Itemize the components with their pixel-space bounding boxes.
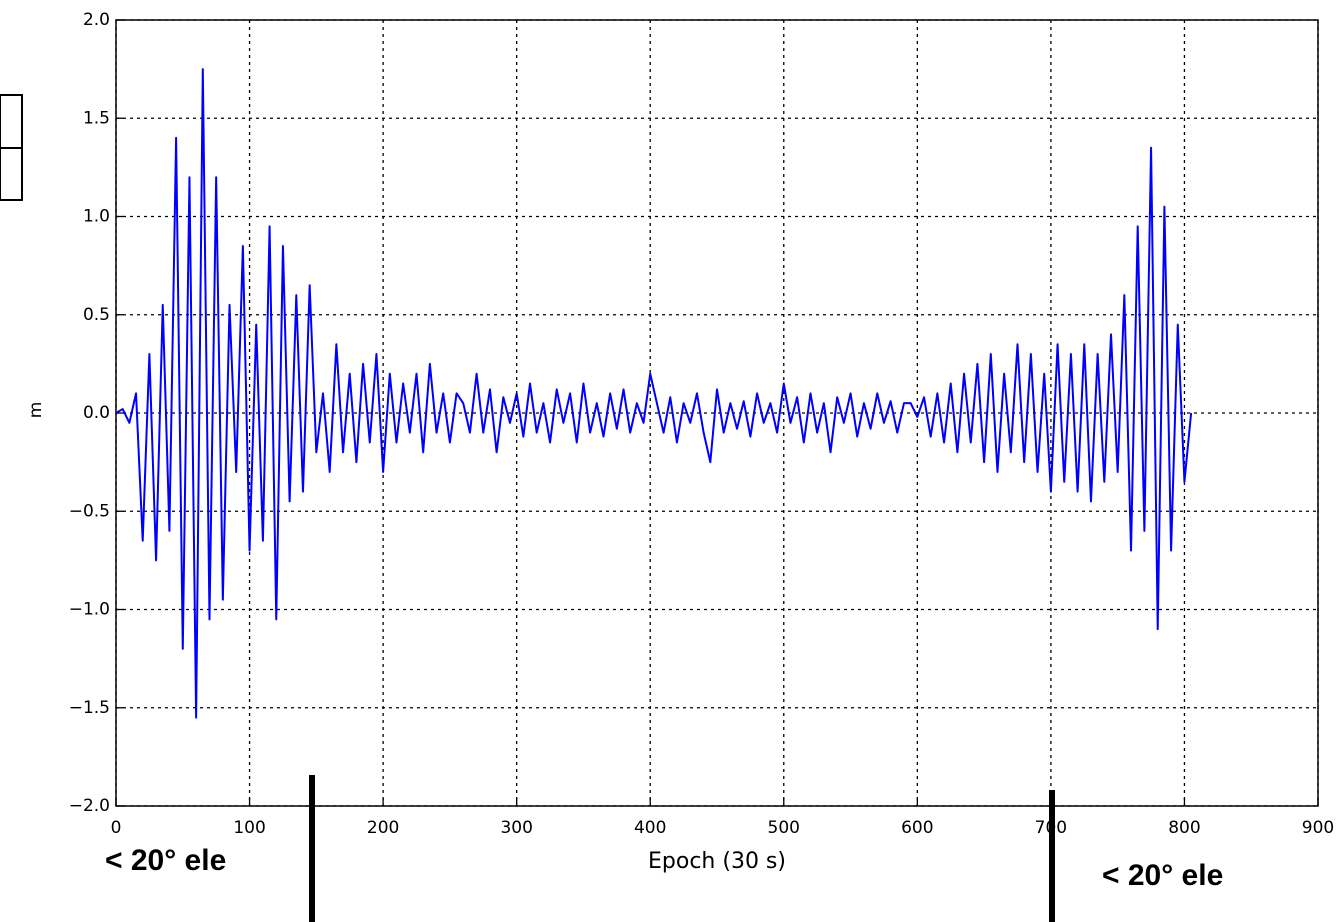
x-tick-label: 0 (111, 818, 122, 838)
x-tick-label: 800 (1168, 818, 1200, 838)
y-tick-label: −1.5 (69, 698, 110, 718)
y-tick-label: 1.0 (83, 207, 110, 227)
y-tick-label: −2.0 (69, 796, 110, 816)
x-tick-label: 700 (1035, 818, 1067, 838)
y-tick-label: 1.5 (83, 108, 110, 128)
x-tick-label: 300 (500, 818, 532, 838)
x-tick-label: 100 (233, 818, 265, 838)
data-line (115, 68, 1193, 719)
y-axis-label: m (26, 402, 46, 419)
x-tick-label: 500 (768, 818, 800, 838)
x-axis-label: Epoch (30 s) (648, 849, 786, 874)
y-tick-label: −1.0 (69, 600, 110, 620)
y-tick-label: 2.0 (83, 10, 110, 30)
y-tick-label: 0.5 (83, 305, 110, 325)
annotation: < 20° ele (1102, 859, 1223, 892)
x-tick-label: 200 (367, 818, 399, 838)
y-tick-label: −0.5 (69, 501, 110, 521)
annotation: < 20° ele (105, 844, 226, 877)
x-tick-label: 400 (634, 818, 666, 838)
x-tick-label: 900 (1302, 818, 1334, 838)
y-tick-label: 0.0 (83, 403, 110, 423)
x-tick-label: 600 (901, 818, 933, 838)
plot-frame (115, 19, 1319, 807)
